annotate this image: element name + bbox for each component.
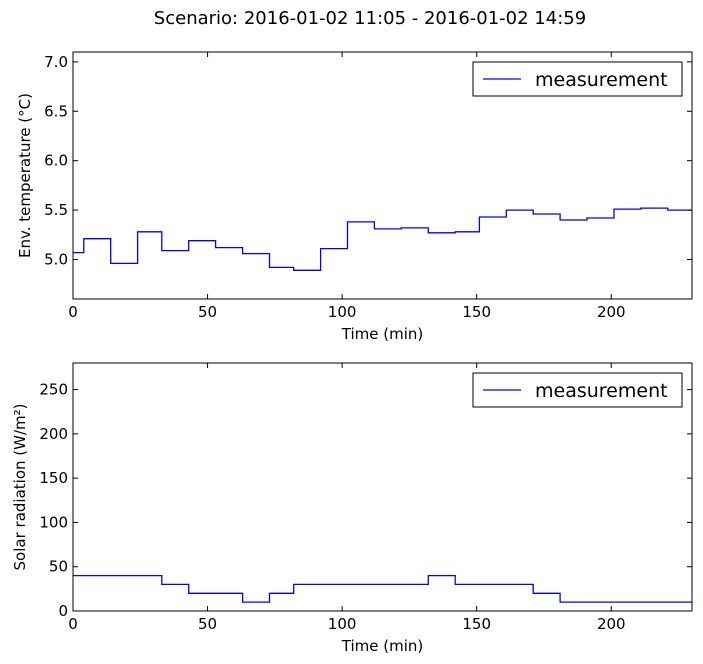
y-tick-label: 200	[39, 425, 68, 443]
x-axis-label: Time (min)	[341, 325, 423, 343]
y-tick-label: 100	[39, 513, 68, 531]
y-tick-label: 150	[39, 469, 68, 487]
x-tick-label: 200	[597, 615, 626, 633]
series-line-1	[73, 574, 692, 603]
legend-label: measurement	[535, 380, 668, 402]
x-tick-label: 150	[462, 303, 491, 321]
solar-radiation-plot: 0 50 100 150 200 0 50 100 150 200 250 Time (min) Sol…	[11, 362, 693, 655]
figure-title: Scenario: 2016-01-02 11:05 - 2016-01-02 …	[154, 8, 586, 29]
y-axis-label: Env. temperature (°C)	[16, 93, 34, 258]
x-tick-label: 100	[328, 303, 357, 321]
x-tick-label: 50	[198, 303, 217, 321]
temperature-plot: 0 50 100 150 200 5.0 5.5 6.0 6.5 7.0 Time (min) Env…	[16, 51, 693, 343]
legend-label: measurement	[535, 69, 668, 91]
x-tick-label: 100	[328, 615, 357, 633]
plot-frame	[72, 51, 693, 300]
x-tick-label: 0	[68, 615, 78, 633]
y-tick-label: 0	[58, 602, 68, 620]
x-tick-label: 150	[462, 615, 491, 633]
y-tick-label: 50	[49, 558, 68, 576]
x-axis-label: Time (min)	[341, 637, 423, 655]
x-tick-label: 200	[597, 303, 626, 321]
series-line-1	[73, 207, 692, 271]
y-axis-label: Solar radiation (W/m²)	[11, 404, 29, 571]
y-tick-label: 5.5	[44, 201, 68, 219]
y-tick-label: 250	[39, 381, 68, 399]
y-tick-label: 7.0	[44, 53, 68, 71]
x-tick-label: 0	[68, 303, 78, 321]
plot-frame	[72, 362, 693, 612]
y-tick-label: 5.0	[44, 250, 68, 268]
y-tick-label: 6.5	[44, 102, 68, 120]
x-tick-label: 50	[198, 615, 217, 633]
y-tick-label: 6.0	[44, 152, 68, 170]
